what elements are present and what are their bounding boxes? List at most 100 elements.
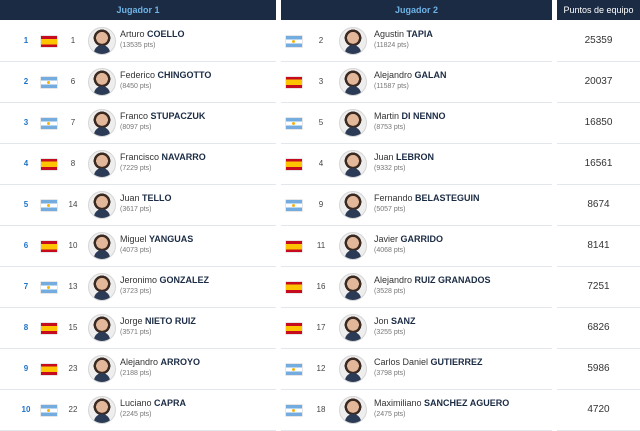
player1-points: (2245 pts) [120, 411, 152, 418]
player2-rank: 4 [318, 159, 324, 168]
player1-last-name: COELLO [147, 29, 185, 39]
player2-avatar[interactable] [339, 191, 367, 219]
header-player1: Jugador 1 [0, 0, 276, 20]
player1-points: (8097 pts) [120, 124, 152, 131]
row-divider [557, 389, 640, 390]
player2-rank: 17 [316, 323, 326, 332]
player2-name[interactable]: Juan LEBRON [374, 152, 434, 162]
team-position: 9 [23, 364, 29, 373]
player1-avatar[interactable] [88, 68, 116, 96]
team-position: 8 [23, 323, 29, 332]
argentina-flag-icon [41, 118, 57, 129]
row-divider [557, 307, 640, 308]
player1-points: (3617 pts) [120, 206, 152, 213]
player1-last-name: GONZALEZ [159, 275, 210, 285]
player1-name[interactable]: Alejandro ARROYO [120, 357, 200, 367]
player1-rank: 7 [70, 118, 76, 127]
player1-name[interactable]: Federico CHINGOTTO [120, 70, 211, 80]
player1-avatar[interactable] [88, 314, 116, 342]
row-divider [281, 184, 552, 185]
player2-name[interactable]: Javier GARRIDO [374, 234, 443, 244]
row-divider [281, 225, 552, 226]
player2-rank: 18 [316, 405, 326, 414]
player2-name[interactable]: Carlos Daniel GUTIERREZ [374, 357, 483, 367]
player2-name[interactable]: Jon SANZ [374, 316, 416, 326]
player2-avatar[interactable] [339, 27, 367, 55]
player2-first-name: Maximiliano [374, 398, 422, 408]
player1-avatar[interactable] [88, 232, 116, 260]
player1-avatar[interactable] [88, 396, 116, 424]
player1-avatar[interactable] [88, 109, 116, 137]
player1-rank: 23 [68, 364, 78, 373]
player1-first-name: Luciano [120, 398, 152, 408]
player1-rank: 13 [68, 282, 78, 291]
row-divider [281, 266, 552, 267]
player1-first-name: Miguel [120, 234, 147, 244]
team-points-value: 8674 [587, 199, 610, 210]
player2-rank: 2 [318, 36, 324, 45]
player1-avatar[interactable] [88, 191, 116, 219]
player2-points: (8753 pts) [374, 124, 406, 131]
player2-rank: 3 [318, 77, 324, 86]
player1-last-name: YANGUAS [149, 234, 194, 244]
player1-avatar[interactable] [88, 355, 116, 383]
player2-avatar[interactable] [339, 109, 367, 137]
player2-avatar[interactable] [339, 314, 367, 342]
spain-flag-icon [41, 323, 57, 334]
player1-avatar[interactable] [88, 27, 116, 55]
player1-name[interactable]: Arturo COELLO [120, 29, 185, 39]
row-divider [0, 102, 276, 103]
team-points-value: 20037 [584, 76, 613, 87]
player1-points: (7229 pts) [120, 165, 152, 172]
player1-rank: 14 [68, 200, 78, 209]
player2-avatar[interactable] [339, 396, 367, 424]
player2-name[interactable]: Alejandro GALAN [374, 70, 447, 80]
player2-avatar[interactable] [339, 273, 367, 301]
row-divider [557, 348, 640, 349]
player1-name[interactable]: Jorge NIETO RUIZ [120, 316, 196, 326]
player1-name[interactable]: Juan TELLO [120, 193, 172, 203]
player1-avatar[interactable] [88, 273, 116, 301]
argentina-flag-icon [286, 36, 302, 47]
player2-avatar[interactable] [339, 355, 367, 383]
player2-avatar[interactable] [339, 150, 367, 178]
table-row: 10 22 Luciano CAPRA (2245 pts) 18 Maximiliano… [0, 390, 640, 431]
spain-flag-icon [286, 282, 302, 293]
player2-points: (3528 pts) [374, 288, 406, 295]
player2-name[interactable]: Agustin TAPIA [374, 29, 433, 39]
player1-name[interactable]: Francisco NAVARRO [120, 152, 206, 162]
player1-name[interactable]: Miguel YANGUAS [120, 234, 193, 244]
player1-name[interactable]: Franco STUPACZUK [120, 111, 205, 121]
player2-name[interactable]: Martin DI NENNO [374, 111, 446, 121]
row-divider [281, 348, 552, 349]
player2-points: (2475 pts) [374, 411, 406, 418]
row-divider [0, 348, 276, 349]
player1-name[interactable]: Jeronimo GONZALEZ [120, 275, 209, 285]
player2-avatar[interactable] [339, 232, 367, 260]
table-row: 7 13 Jeronimo GONZALEZ (3723 pts) 16 Alejandr… [0, 267, 640, 308]
player1-last-name: CHINGOTTO [157, 70, 212, 80]
player2-first-name: Juan [374, 152, 394, 162]
player2-first-name: Alejandro [374, 275, 413, 285]
argentina-flag-icon [286, 405, 302, 416]
player1-name[interactable]: Luciano CAPRA [120, 398, 186, 408]
table-row: 6 10 Miguel YANGUAS (4073 pts) 11 Javier GARR… [0, 226, 640, 267]
player1-first-name: Jorge [120, 316, 143, 326]
player2-avatar[interactable] [339, 68, 367, 96]
player2-name[interactable]: Fernando BELASTEGUIN [374, 193, 480, 203]
row-divider [0, 184, 276, 185]
team-position: 1 [23, 36, 29, 45]
row-divider [0, 143, 276, 144]
player2-name[interactable]: Maximiliano SANCHEZ AGUERO [374, 398, 509, 408]
player1-first-name: Franco [120, 111, 149, 121]
player2-points: (5057 pts) [374, 206, 406, 213]
player2-rank: 16 [316, 282, 326, 291]
player2-name[interactable]: Alejandro RUIZ GRANADOS [374, 275, 491, 285]
spain-flag-icon [286, 77, 302, 88]
player1-avatar[interactable] [88, 150, 116, 178]
player2-last-name: DI NENNO [401, 111, 446, 121]
row-divider [281, 307, 552, 308]
player1-last-name: TELLO [142, 193, 172, 203]
header-player2: Jugador 2 [281, 0, 552, 20]
player1-last-name: CAPRA [154, 398, 187, 408]
